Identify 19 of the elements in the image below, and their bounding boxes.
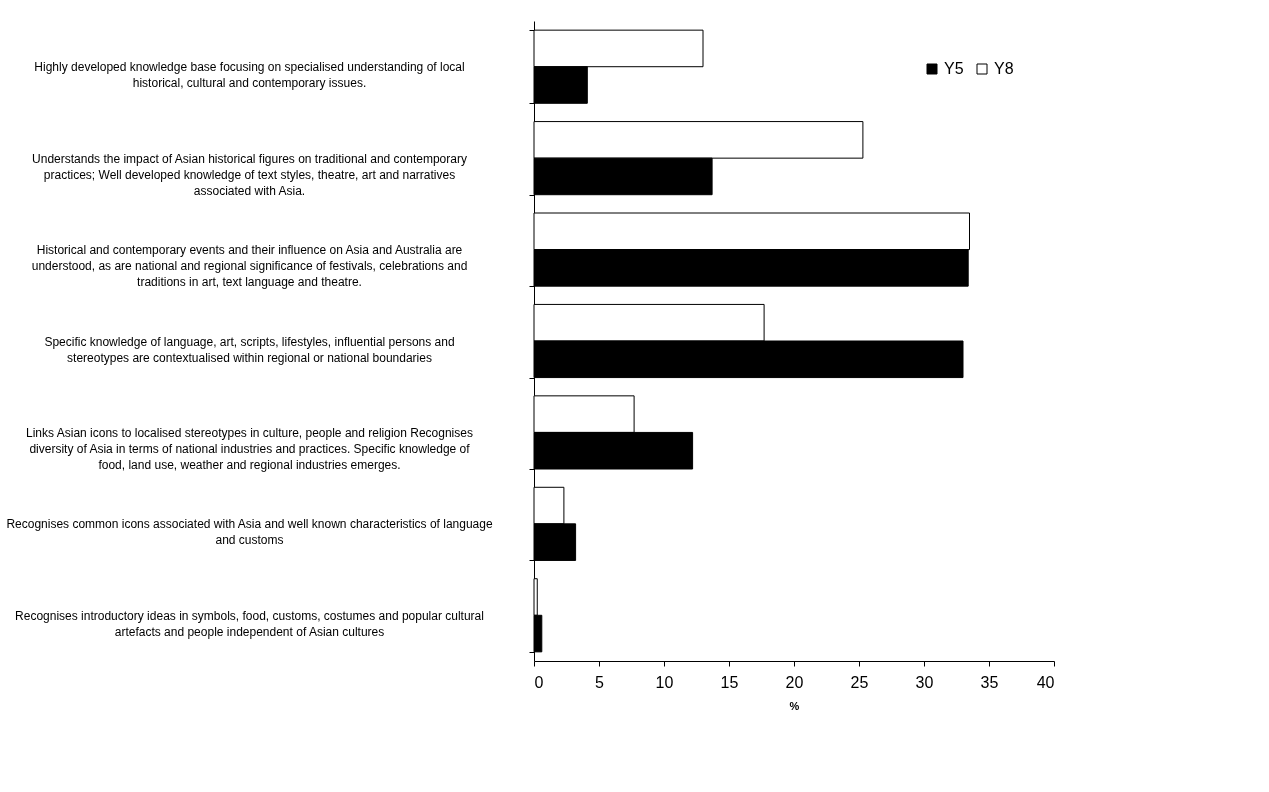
y-tick-label: Understands the impact of Asian historical figures on traditional and contemporary practices; Well developed knowledge of text styles, theatre, art and narratives associated with Asia. [32,151,467,198]
y-tick-label: Links Asian icons to localised stereotypes in culture, people and religion Recognises diversity of Asia in terms of national industries and practices. Specific knowledge of food, land use, weather and regional industries emerges. [26,425,473,472]
x-tick-label: 10 [655,673,674,691]
x-tick-label: 35 [980,673,999,691]
x-tick-label: 25 [850,673,869,691]
x-tick-label: 0 [534,673,544,691]
x-tick-label: 40 [1036,673,1055,691]
y-tick-label: Specific knowledge of language, art, scripts, lifestyles, influential persons and stereotypes are contextualised within regional or national boundaries [44,334,455,365]
y-tick-label: Recognises introductory ideas in symbols, food, customs, costumes and popular cultural artefacts and people independent of Asian cultures [15,608,484,639]
x-tick-label: 30 [915,673,934,691]
y-tick-label: Recognises common icons associated with Asia and well known characteristics of language and customs [6,517,493,548]
legend-label: Y8 [994,60,1014,77]
y-tick-label: Historical and contemporary events and their influence on Asia and Australia are understood, as are national and regional significance of festivals, celebrations and traditions in art, text language and theatre. [31,243,468,290]
x-tick-label: 20 [785,673,804,691]
legend-label: Y5 [944,60,964,77]
x-tick-label: 15 [720,673,739,691]
x-axis-title: % [789,699,800,712]
x-tick-label: 5 [595,673,605,691]
y-tick-label: Highly developed knowledge base focusing on specialised understanding of local historical, cultural and contemporary issues. [34,60,465,91]
